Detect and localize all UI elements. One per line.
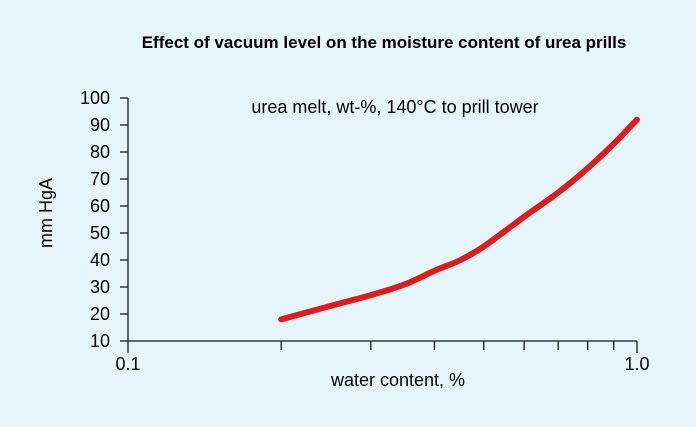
- y-tick-label: 70: [90, 169, 110, 189]
- x-tick-label: 1.0: [624, 354, 649, 374]
- y-tick-label: 40: [90, 250, 110, 270]
- y-tick-label: 90: [90, 115, 110, 135]
- y-tick-label: 50: [90, 223, 110, 243]
- x-tick-label: 0.1: [115, 354, 140, 374]
- y-axis-label: mm HgA: [36, 178, 56, 248]
- y-tick-label: 30: [90, 277, 110, 297]
- x-ticks: 0.1 1.0: [115, 341, 650, 374]
- x-axis-label: water content, %: [330, 370, 465, 390]
- y-tick-label: 60: [90, 196, 110, 216]
- series-line: [278, 116, 640, 323]
- y-tick-label: 80: [90, 142, 110, 162]
- y-tick-label: 100: [80, 88, 110, 108]
- y-tick-label: 10: [90, 331, 110, 351]
- chart-title: Effect of vacuum level on the moisture c…: [142, 33, 627, 52]
- y-tick-label: 20: [90, 304, 110, 324]
- chart-annotation: urea melt, wt-%, 140°C to prill tower: [251, 97, 538, 117]
- y-ticks: 10 20 30 40 50 60 70 80 90 100: [80, 88, 128, 351]
